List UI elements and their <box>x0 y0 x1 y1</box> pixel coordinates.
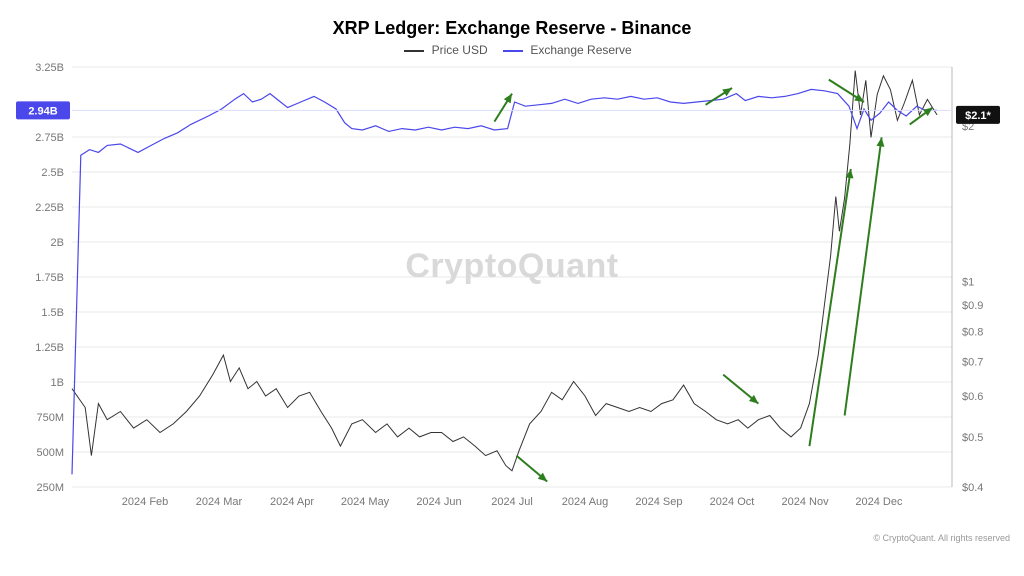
svg-text:2.94B: 2.94B <box>28 105 57 117</box>
svg-text:1.5B: 1.5B <box>41 307 64 319</box>
svg-text:250M: 250M <box>36 482 64 494</box>
svg-text:$0.6: $0.6 <box>962 391 983 403</box>
svg-text:1.25B: 1.25B <box>35 342 64 354</box>
svg-text:2024 Mar: 2024 Mar <box>196 496 243 508</box>
svg-text:CryptoQuant: CryptoQuant <box>405 247 618 285</box>
copyright-text: © CryptoQuant. All rights reserved <box>0 531 1024 543</box>
svg-text:2.75B: 2.75B <box>35 132 64 144</box>
svg-text:2024 Jul: 2024 Jul <box>491 496 533 508</box>
svg-text:2024 Apr: 2024 Apr <box>270 496 314 508</box>
chart-svg: 250M 500M 750M 1B 1.25B 1.5B 1.75B 2B 2.25B 2.5B 2… <box>12 61 1012 531</box>
svg-text:$0.4: $0.4 <box>962 482 983 494</box>
chart-area: 250M 500M 750M 1B 1.25B 1.5B 1.75B 2B 2.25B 2.5B 2… <box>12 61 1012 531</box>
svg-text:2024 Oct: 2024 Oct <box>710 496 755 508</box>
svg-text:1.75B: 1.75B <box>35 272 64 284</box>
legend: Price USD Exchange Reserve <box>0 43 1024 57</box>
legend-label-reserve: Exchange Reserve <box>530 43 631 57</box>
svg-text:2B: 2B <box>51 237 64 249</box>
svg-text:2.5B: 2.5B <box>41 167 64 179</box>
svg-text:500M: 500M <box>36 447 64 459</box>
legend-swatch-price <box>404 50 424 52</box>
svg-text:2024 Dec: 2024 Dec <box>855 496 903 508</box>
svg-text:3.25B: 3.25B <box>35 62 64 74</box>
svg-text:2024 Aug: 2024 Aug <box>562 496 609 508</box>
svg-text:$0.5: $0.5 <box>962 432 983 444</box>
svg-text:$0.9: $0.9 <box>962 300 983 312</box>
svg-text:$2.1*: $2.1* <box>965 110 991 122</box>
svg-text:750M: 750M <box>36 412 64 424</box>
svg-text:2024 Nov: 2024 Nov <box>781 496 829 508</box>
svg-text:$0.8: $0.8 <box>962 326 983 338</box>
legend-swatch-reserve <box>503 50 523 52</box>
svg-text:$0.7: $0.7 <box>962 356 983 368</box>
svg-text:2024 Feb: 2024 Feb <box>122 496 168 508</box>
legend-label-price: Price USD <box>432 43 488 57</box>
svg-text:2024 Sep: 2024 Sep <box>635 496 682 508</box>
svg-text:2.25B: 2.25B <box>35 202 64 214</box>
svg-text:1B: 1B <box>51 377 64 389</box>
chart-title: XRP Ledger: Exchange Reserve - Binance <box>0 0 1024 43</box>
svg-text:2024 Jun: 2024 Jun <box>416 496 461 508</box>
svg-text:2024 May: 2024 May <box>341 496 390 508</box>
svg-text:$1: $1 <box>962 276 974 288</box>
